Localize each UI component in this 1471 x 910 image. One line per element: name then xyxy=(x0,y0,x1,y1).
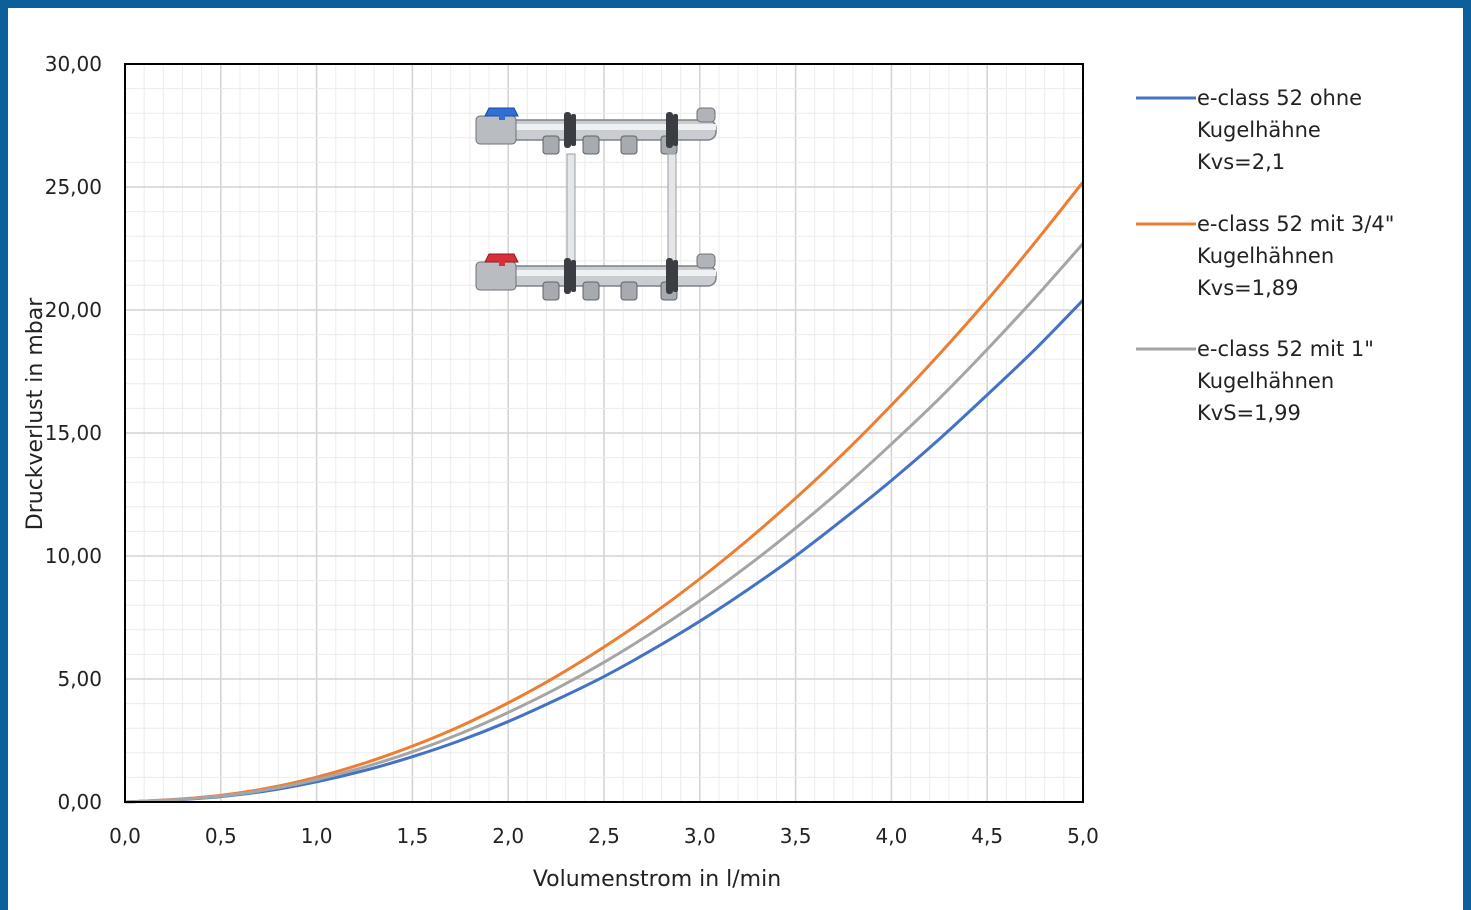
legend: e-class 52 ohne Kugelhähne Kvs=2,1 e-class … xyxy=(1136,86,1394,425)
y-tick-label: 15,00 xyxy=(45,421,102,445)
x-tick-label: 4,0 xyxy=(875,824,907,848)
legend-label: KvS=1,99 xyxy=(1197,401,1301,425)
series-line-3 xyxy=(124,242,1085,804)
x-tick-label: 5,0 xyxy=(1067,824,1099,848)
y-axis-title: Druckverlust in mbar xyxy=(23,297,48,530)
x-tick-label: 3,5 xyxy=(780,824,812,848)
y-tick-label: 10,00 xyxy=(45,544,102,568)
series-line-1 xyxy=(124,299,1085,804)
legend-label: Kugelhähnen xyxy=(1197,244,1334,268)
legend-label: Kugelhähne xyxy=(1197,118,1321,142)
grid xyxy=(124,63,1084,803)
legend-label: e-class 52 mit 1" xyxy=(1197,337,1374,361)
x-tick-label: 0,5 xyxy=(205,824,237,848)
series-line-2 xyxy=(124,181,1085,804)
chart-frame: 0,0 0,5 1,0 1,5 2,0 2,5 3,0 3,5 4,0 4,5 5,0 0,00 5,0… xyxy=(8,8,1463,910)
legend-label: e-class 52 ohne xyxy=(1197,86,1362,110)
x-tick-label: 2,0 xyxy=(492,824,524,848)
x-tick-label: 0,0 xyxy=(109,824,141,848)
legend-label: Kvs=1,89 xyxy=(1197,276,1299,300)
plot-border xyxy=(124,63,1084,803)
y-tick-label: 0,00 xyxy=(57,790,102,814)
chart-svg: 0,0 0,5 1,0 1,5 2,0 2,5 3,0 3,5 4,0 4,5 5,0 0,00 5,0… xyxy=(23,52,1394,892)
x-tick-label: 1,5 xyxy=(396,824,428,848)
tick-labels: 0,0 0,5 1,0 1,5 2,0 2,5 3,0 3,5 4,0 4,5 5,0 0,00 5,0… xyxy=(45,52,1099,848)
legend-label: Kvs=2,1 xyxy=(1197,150,1285,174)
legend-label: Kugelhähnen xyxy=(1197,369,1334,393)
x-axis-title: Volumenstrom in l/min xyxy=(533,867,781,892)
x-tick-label: 1,0 xyxy=(301,824,333,848)
y-tick-label: 25,00 xyxy=(45,175,102,199)
y-tick-label: 5,00 xyxy=(57,667,102,691)
y-tick-label: 20,00 xyxy=(45,298,102,322)
x-tick-label: 2,5 xyxy=(588,824,620,848)
x-tick-label: 3,0 xyxy=(684,824,716,848)
y-tick-label: 30,00 xyxy=(45,52,102,76)
heating-manifold-image xyxy=(475,107,717,301)
series-lines xyxy=(124,181,1085,804)
x-tick-label: 4,5 xyxy=(971,824,1003,848)
legend-label: e-class 52 mit 3/4" xyxy=(1197,212,1394,236)
